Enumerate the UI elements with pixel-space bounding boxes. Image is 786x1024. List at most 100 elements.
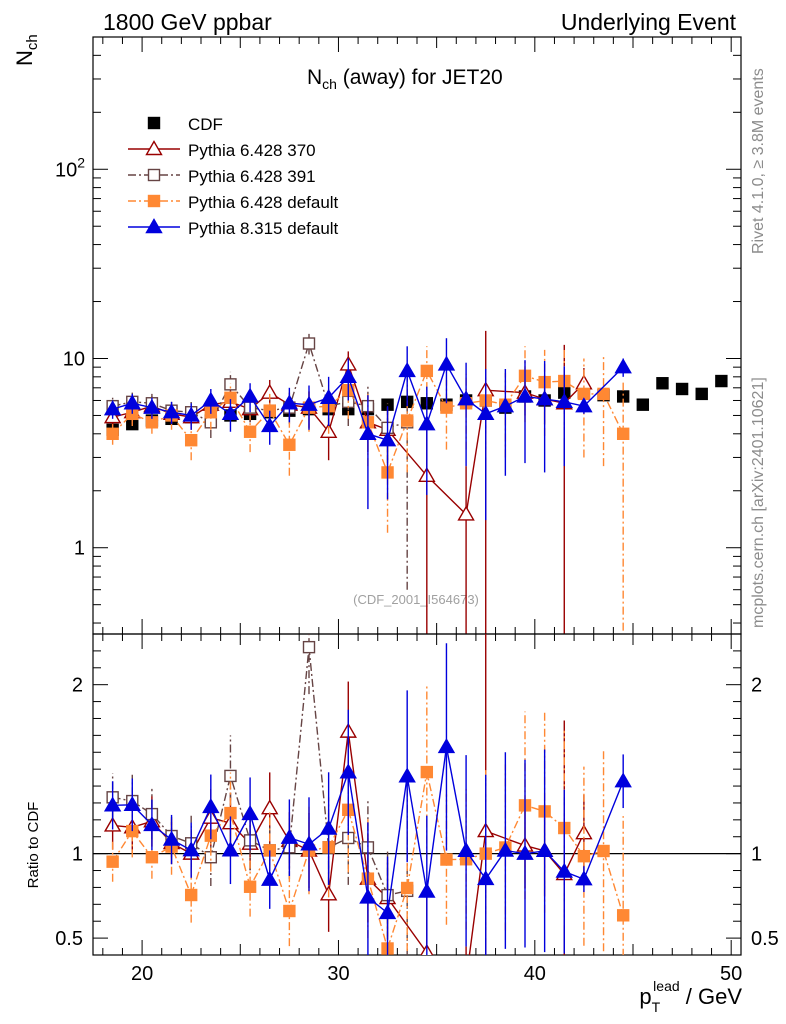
ratio-point-py8def xyxy=(359,888,377,904)
ratio-tick-label: 1 xyxy=(72,844,83,866)
data-point-py8def xyxy=(182,406,200,422)
y-tick-label: 10 xyxy=(63,348,85,370)
data-point-py6def xyxy=(283,438,296,451)
ratio-point-py8def xyxy=(378,904,397,920)
x-tick-label: 50 xyxy=(720,963,742,985)
data-point-py8def xyxy=(575,397,593,413)
ratio-point-py6def xyxy=(184,888,198,902)
ratio-point-py391 xyxy=(224,769,237,783)
ratio-point-py8def xyxy=(261,870,279,886)
series-line-py391 xyxy=(112,341,408,429)
ratio-tick-label: 0.5 xyxy=(55,928,83,950)
x-tick-label: 30 xyxy=(327,963,349,985)
legend-label: Pythia 6.428 370 xyxy=(188,141,316,160)
ratio-point-py8def xyxy=(614,772,632,788)
ratio-point-py8def xyxy=(398,767,416,783)
data-point-py8def xyxy=(496,397,515,413)
data-point-py8def xyxy=(398,361,416,378)
x-axis-label-sub: T xyxy=(652,999,661,1015)
ratio-axis-label: Ratio to CDF xyxy=(25,802,42,889)
y-axis-label-sub: ch xyxy=(24,34,41,50)
data-point-cdf xyxy=(695,387,708,401)
ratio-point-py8def xyxy=(477,870,495,886)
legend-label: CDF xyxy=(188,115,223,134)
data-point-py8def xyxy=(418,415,436,431)
legend-label: Pythia 6.428 default xyxy=(188,193,339,212)
ratio-point-py6def xyxy=(420,765,434,779)
data-point-py8def xyxy=(555,392,573,409)
plot-title-sub: ch xyxy=(322,76,337,92)
data-point-py6def xyxy=(106,427,119,440)
data-point-py8def xyxy=(261,417,279,433)
ratio-point-py6def xyxy=(243,880,257,893)
ratio-tick-label-right: 0.5 xyxy=(751,928,779,950)
legend-entry-cdf: CDF xyxy=(147,115,223,134)
data-point-py8def xyxy=(319,388,338,404)
ratio-frame xyxy=(92,633,742,956)
legend: CDF Pythia 6.428 370 Pythia 6.428 391 Pythi… xyxy=(128,115,339,238)
ratio-point-py370 xyxy=(459,973,474,986)
data-point-py8def xyxy=(202,391,220,407)
data-point-py8def xyxy=(143,398,161,414)
ratio-point-py8def xyxy=(457,841,475,858)
analysis-watermark: (CDF_2001_I564673) xyxy=(353,592,479,607)
data-point-cdf xyxy=(636,398,650,411)
ratio-point-py6def xyxy=(145,851,159,864)
ratio-point-py8def xyxy=(319,819,338,835)
legend-entry-py391: Pythia 6.428 391 xyxy=(128,167,316,186)
ratio-point-py6def xyxy=(283,904,296,918)
data-point-cdf xyxy=(675,382,689,396)
ratio-point-py8def xyxy=(575,870,593,886)
legend-marker-py370 xyxy=(145,140,163,156)
y-tick-label: 1 xyxy=(74,538,85,560)
ratio-point-py8def xyxy=(162,830,181,846)
ratio-point-py8def xyxy=(202,798,220,814)
data-point-py8def xyxy=(221,404,240,421)
plot-title: Nch (away) for JET20 xyxy=(307,66,503,92)
main-panel: 1 10 102 xyxy=(55,36,742,635)
ratio-point-py8def xyxy=(535,841,554,858)
ratio-point-py6def xyxy=(440,853,453,866)
data-point-py391 xyxy=(224,378,237,391)
y-tick-label: 102 xyxy=(55,154,85,181)
ratio-data xyxy=(103,634,632,986)
ratio-point-py8def xyxy=(300,835,318,851)
ratio-series-py391 xyxy=(106,634,414,955)
series-py391 xyxy=(106,333,414,590)
x-axis-label-rest: / GeV xyxy=(680,984,743,1009)
plot-title-rest: (away) for JET20 xyxy=(337,66,503,89)
data-point-py6def xyxy=(420,364,434,378)
ratio-point-py8def xyxy=(143,815,161,832)
ratio-point-py8def xyxy=(555,862,573,878)
data-point-cdf xyxy=(656,377,669,390)
legend-marker-py6def xyxy=(147,194,161,208)
ratio-point-py8def xyxy=(103,796,122,812)
data-point-py8def xyxy=(378,431,397,447)
legend-label: Pythia 6.428 391 xyxy=(188,167,316,186)
ratio-panel: 20 30 40 50 0.5 0.5 1 1 2 2 xyxy=(55,633,779,986)
data-point-py8def xyxy=(477,404,495,421)
data-point-py8def xyxy=(280,394,299,410)
data-point-py8def xyxy=(103,400,122,416)
legend-marker-py8def xyxy=(145,218,163,234)
x-tick-label: 40 xyxy=(524,963,546,985)
ratio-point-py8def xyxy=(123,795,141,812)
data-point-py6def xyxy=(597,387,610,401)
ratio-tick-label: 2 xyxy=(72,675,83,697)
series-line-py6def xyxy=(112,369,624,475)
data-point-py8def xyxy=(359,424,377,440)
ratio-point-py8def xyxy=(241,804,259,821)
main-data xyxy=(103,330,728,634)
header-left-label: 1800 GeV ppbar xyxy=(103,9,272,35)
data-point-py8def xyxy=(437,355,456,371)
x-axis-label-main: p xyxy=(639,984,651,1009)
ratio-point-py6def xyxy=(577,849,591,863)
data-point-py6def xyxy=(616,427,630,440)
ratio-tick-label-right: 2 xyxy=(751,675,762,697)
data-point-cdf xyxy=(715,374,728,388)
ratio-tick-label-right: 1 xyxy=(751,844,762,866)
data-point-py8def xyxy=(123,394,141,410)
data-point-py8def xyxy=(614,358,632,374)
data-point-py6def xyxy=(184,434,198,447)
